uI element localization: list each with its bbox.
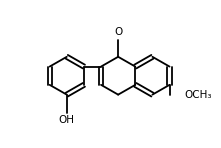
- Text: OH: OH: [59, 115, 75, 124]
- Text: O: O: [114, 27, 122, 37]
- Text: OCH₃: OCH₃: [184, 90, 212, 100]
